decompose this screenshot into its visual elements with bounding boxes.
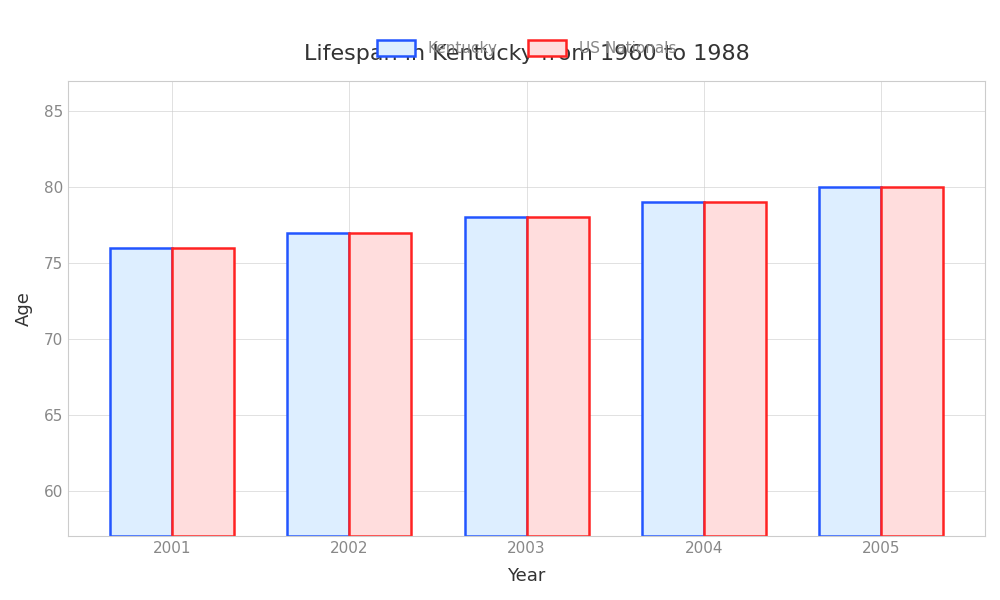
X-axis label: Year: Year: [507, 567, 546, 585]
Bar: [642, 202, 704, 536]
Title: Lifespan in Kentucky from 1960 to 1988: Lifespan in Kentucky from 1960 to 1988: [304, 44, 750, 64]
Bar: [881, 187, 943, 536]
Bar: [172, 248, 234, 536]
Y-axis label: Age: Age: [15, 291, 33, 326]
Bar: [287, 233, 349, 536]
Legend: Kentucky, US Nationals: Kentucky, US Nationals: [371, 34, 682, 62]
Bar: [465, 217, 527, 536]
Bar: [704, 202, 766, 536]
Bar: [349, 233, 411, 536]
Bar: [527, 217, 589, 536]
Bar: [819, 187, 881, 536]
Bar: [110, 248, 172, 536]
